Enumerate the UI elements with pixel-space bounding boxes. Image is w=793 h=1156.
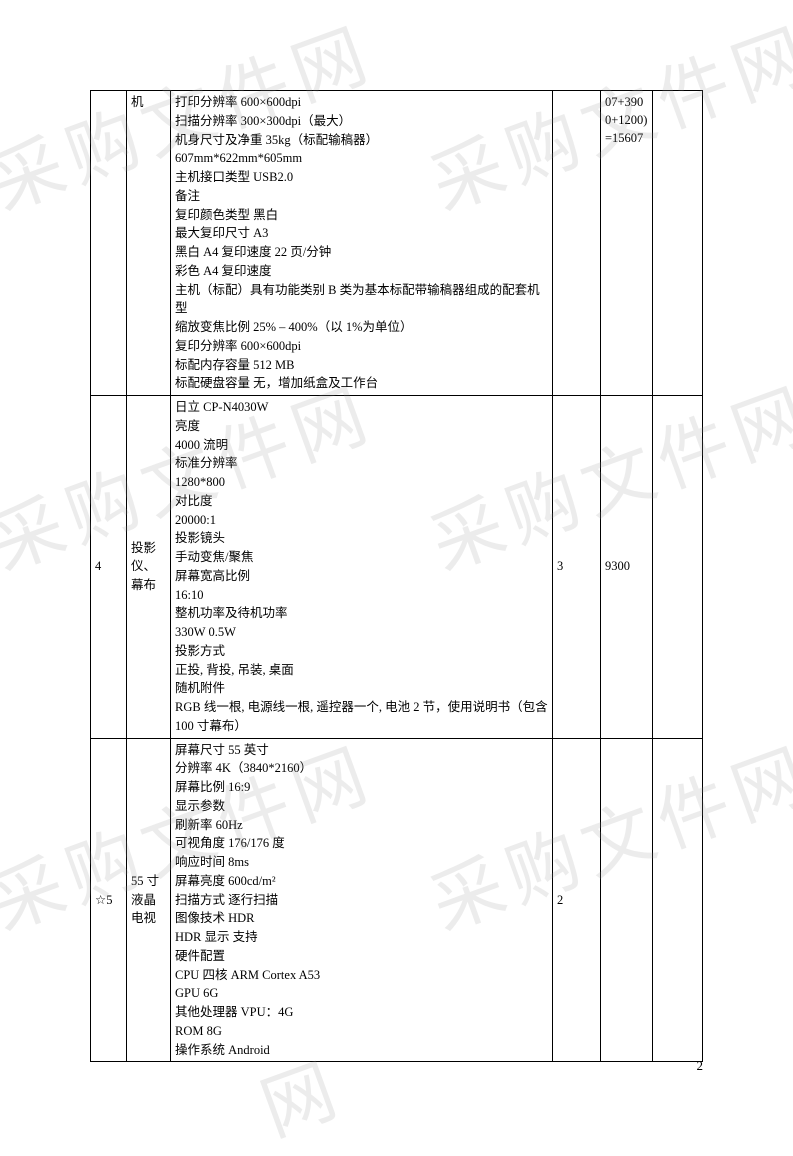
page-number: 2	[697, 1058, 704, 1074]
spec-line: 其他处理器 VPU：4G	[175, 1003, 548, 1022]
row-index	[91, 91, 127, 396]
spec-line: 标配硬盘容量 无，增加纸盒及工作台	[175, 374, 548, 393]
spec-line: 330W 0.5W	[175, 623, 548, 642]
spec-line: 随机附件	[175, 679, 548, 698]
spec-line: 607mm*622mm*605mm	[175, 149, 548, 168]
spec-line: 响应时间 8ms	[175, 853, 548, 872]
spec-line: HDR 显示 支持	[175, 928, 548, 947]
spec-cell: 日立 CP-N4030W亮度4000 流明标准分辨率1280*800对比度200…	[171, 396, 553, 739]
spec-line: 复印分辨率 600×600dpi	[175, 337, 548, 356]
row-index: 4	[91, 396, 127, 739]
spec-line: 主机（标配）具有功能类别 B 类为基本标配带输稿器组成的配套机型	[175, 281, 548, 319]
spec-line: 屏幕宽高比例	[175, 567, 548, 586]
spec-line: 分辨率 4K（3840*2160）	[175, 759, 548, 778]
spec-line: 屏幕亮度 600cd/m²	[175, 872, 548, 891]
spec-line: 手动变焦/聚焦	[175, 548, 548, 567]
spec-line: CPU 四核 ARM Cortex A53	[175, 966, 548, 985]
spec-line: 图像技术 HDR	[175, 909, 548, 928]
spec-line: 整机功率及待机功率	[175, 604, 548, 623]
spec-line: 20000:1	[175, 511, 548, 530]
spec-line: 彩色 A4 复印速度	[175, 262, 548, 281]
table-row: ☆555 寸液晶电视屏幕尺寸 55 英寸分辨率 4K（3840*2160）屏幕比…	[91, 738, 703, 1062]
spec-line: ROM 8G	[175, 1022, 548, 1041]
spec-line: 扫描分辨率 300×300dpi（最大）	[175, 112, 548, 131]
spec-line: 打印分辨率 600×600dpi	[175, 93, 548, 112]
price	[601, 738, 653, 1062]
spec-line: 屏幕比例 16:9	[175, 778, 548, 797]
price: 9300	[601, 396, 653, 739]
spec-line: 黑白 A4 复印速度 22 页/分钟	[175, 243, 548, 262]
spec-line: 扫描方式 逐行扫描	[175, 891, 548, 910]
spec-line: 对比度	[175, 492, 548, 511]
spec-line: 主机接口类型 USB2.0	[175, 168, 548, 187]
spec-line: 标配内存容量 512 MB	[175, 356, 548, 375]
spec-line: 正投, 背投, 吊装, 桌面	[175, 661, 548, 680]
spec-cell: 打印分辨率 600×600dpi扫描分辨率 300×300dpi（最大）机身尺寸…	[171, 91, 553, 396]
spec-line: 备注	[175, 187, 548, 206]
spec-line: 硬件配置	[175, 947, 548, 966]
quantity	[553, 91, 601, 396]
spec-line: 投影方式	[175, 642, 548, 661]
last-col	[653, 91, 703, 396]
table-row: 4投影仪、幕布日立 CP-N4030W亮度4000 流明标准分辨率1280*80…	[91, 396, 703, 739]
last-col	[653, 396, 703, 739]
price: 07+3900+1200)=15607	[601, 91, 653, 396]
spec-table-container: 机打印分辨率 600×600dpi扫描分辨率 300×300dpi（最大）机身尺…	[90, 90, 702, 1062]
spec-line: 复印颜色类型 黑白	[175, 206, 548, 225]
spec-line: 标准分辨率	[175, 454, 548, 473]
spec-line: 刷新率 60Hz	[175, 816, 548, 835]
spec-line: 机身尺寸及净重 35kg（标配输稿器）	[175, 131, 548, 150]
item-name: 机	[127, 91, 171, 396]
spec-line: RGB 线一根, 电源线一根, 遥控器一个, 电池 2 节，使用说明书（包含 1…	[175, 698, 548, 736]
spec-line: 4000 流明	[175, 436, 548, 455]
spec-table: 机打印分辨率 600×600dpi扫描分辨率 300×300dpi（最大）机身尺…	[90, 90, 703, 1062]
quantity: 3	[553, 396, 601, 739]
spec-line: 屏幕尺寸 55 英寸	[175, 741, 548, 760]
spec-cell: 屏幕尺寸 55 英寸分辨率 4K（3840*2160）屏幕比例 16:9显示参数…	[171, 738, 553, 1062]
spec-line: 最大复印尺寸 A3	[175, 224, 548, 243]
spec-line: 操作系统 Android	[175, 1041, 548, 1060]
row-index: ☆5	[91, 738, 127, 1062]
spec-line: 日立 CP-N4030W	[175, 398, 548, 417]
last-col	[653, 738, 703, 1062]
spec-line: 显示参数	[175, 797, 548, 816]
spec-line: 缩放变焦比例 25% – 400%（以 1%为单位）	[175, 318, 548, 337]
spec-line: 投影镜头	[175, 529, 548, 548]
spec-line: 亮度	[175, 417, 548, 436]
spec-line: 可视角度 176/176 度	[175, 834, 548, 853]
item-name: 55 寸液晶电视	[127, 738, 171, 1062]
spec-line: 1280*800	[175, 473, 548, 492]
spec-line: GPU 6G	[175, 984, 548, 1003]
spec-line: 16:10	[175, 586, 548, 605]
quantity: 2	[553, 738, 601, 1062]
table-row: 机打印分辨率 600×600dpi扫描分辨率 300×300dpi（最大）机身尺…	[91, 91, 703, 396]
item-name: 投影仪、幕布	[127, 396, 171, 739]
